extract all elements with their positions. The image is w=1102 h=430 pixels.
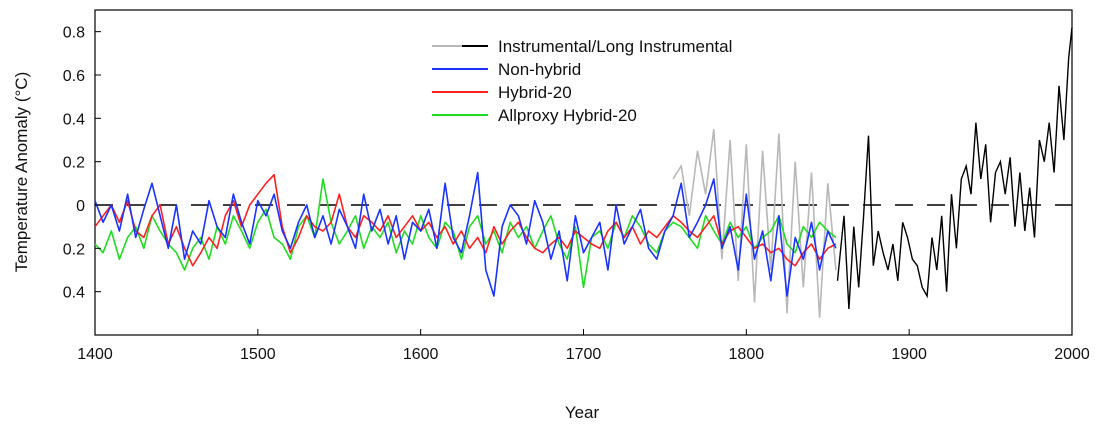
plot-area — [94, 9, 1073, 336]
legend: Instrumental/Long Instrumental Non-hybrid… — [432, 37, 732, 125]
y-axis-ticks: 0.8 0.6 0.4 0.2 0 0.2 0.4 — [63, 25, 101, 302]
x-tick-label: 1900 — [891, 346, 927, 363]
x-tick-label: 1800 — [729, 346, 765, 363]
legend-label-instrumental-long-instrumental: Instrumental/Long Instrumental — [498, 37, 732, 56]
y-tick-label: 0.4 — [63, 111, 85, 128]
y-tick-label: 0.6 — [63, 68, 85, 85]
plot-frame — [94, 9, 1073, 336]
x-tick-label: 2000 — [1054, 346, 1090, 363]
y-tick-label: 0.4 — [63, 285, 85, 302]
x-tick-label: 1600 — [403, 346, 439, 363]
series-layer — [94, 27, 1073, 318]
x-tick-label: 1500 — [240, 346, 276, 363]
legend-label-allproxy-hybrid-20: Allproxy Hybrid-20 — [498, 106, 637, 125]
y-tick-label: 0.2 — [63, 241, 85, 258]
x-axis-label: Year — [565, 403, 600, 422]
y-tick-label: 0 — [76, 198, 85, 215]
y-tick-label: 0.8 — [63, 25, 85, 42]
x-tick-label: 1400 — [77, 346, 113, 363]
y-tick-label: 0.2 — [63, 155, 85, 172]
legend-label-hybrid-20: Hybrid-20 — [498, 83, 572, 102]
x-tick-label: 1700 — [566, 346, 602, 363]
series-line-hybrid-20 — [94, 173, 837, 267]
legend-label-non-hybrid: Non-hybrid — [498, 60, 581, 79]
series-line-long-instrumental — [672, 129, 837, 318]
series-line-instrumental — [836, 27, 1073, 310]
series-line-non-hybrid — [94, 171, 837, 297]
y-axis-label: Temperature Anomaly (°C) — [12, 72, 31, 272]
x-axis-ticks: 1400 1500 1600 1700 1800 1900 2000 — [77, 329, 1090, 363]
